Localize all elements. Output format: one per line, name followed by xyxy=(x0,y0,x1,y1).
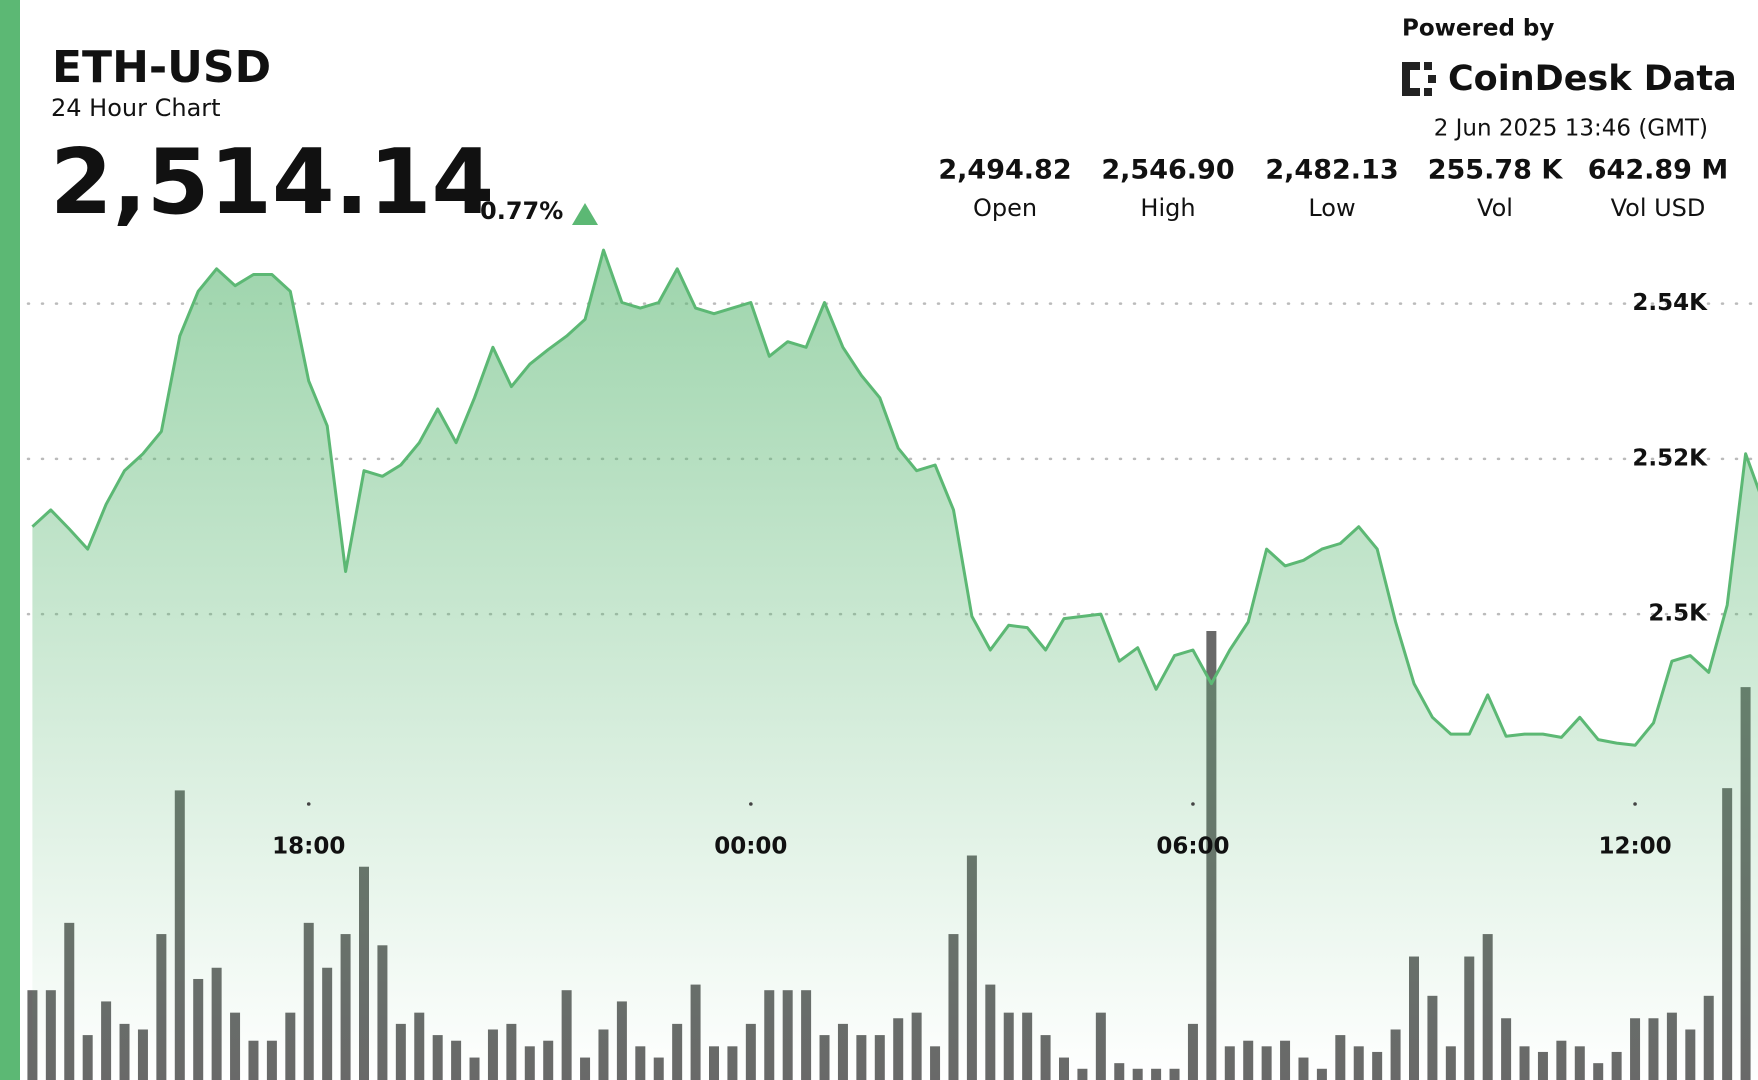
stat-value: 255.78 K xyxy=(1428,155,1564,186)
chart-title: ETH-USD xyxy=(52,42,271,93)
y-tick-label: 2.52K xyxy=(1632,445,1708,471)
brand: CoinDesk Data xyxy=(1448,59,1737,99)
powered-by: Powered by xyxy=(1402,16,1554,42)
x-tick-label: 06:00 xyxy=(1156,834,1229,860)
stat-label: High xyxy=(1140,194,1195,222)
y-tick-label: 2.5K xyxy=(1648,601,1708,627)
brand-icon xyxy=(1402,62,1436,96)
price-area xyxy=(32,250,1758,1080)
change: 0.77% xyxy=(480,197,563,225)
y-tick-label: 2.54K xyxy=(1632,290,1708,316)
stat-value: 2,546.90 xyxy=(1101,155,1234,186)
price-line xyxy=(31,248,1758,747)
stats: 2,494.82 Open 2,546.90 High 2,482.13 Low 255.7… xyxy=(938,155,1728,223)
stat-label: Vol USD xyxy=(1611,194,1706,222)
subtitle: 24 Hour Chart xyxy=(51,94,221,122)
stat-value: 642.89 M xyxy=(1588,155,1728,186)
accent-bar xyxy=(0,0,20,1080)
x-tick xyxy=(306,802,311,806)
x-tick-label: 18:00 xyxy=(272,834,345,860)
x-tick xyxy=(1633,802,1637,806)
up-arrow xyxy=(572,203,598,225)
plot: 2.54K 2.52K 2.5K 18:00 00:00 06:00 12:00 xyxy=(26,248,1758,1080)
x-tick xyxy=(1191,802,1195,806)
stat-label: Vol xyxy=(1477,194,1513,222)
x-tick-label: 12:00 xyxy=(1598,834,1671,860)
stat-value: 2,482.13 xyxy=(1265,155,1398,186)
timestamp: 2 Jun 2025 13:46 (GMT) xyxy=(1434,116,1708,142)
price: 2,514.14 xyxy=(50,130,494,235)
stat-label: Open xyxy=(973,194,1037,222)
stat-value: 2,494.82 xyxy=(938,155,1071,186)
x-tick xyxy=(749,802,753,806)
x-tick-label: 00:00 xyxy=(714,834,787,860)
stat-label: Low xyxy=(1308,194,1355,222)
